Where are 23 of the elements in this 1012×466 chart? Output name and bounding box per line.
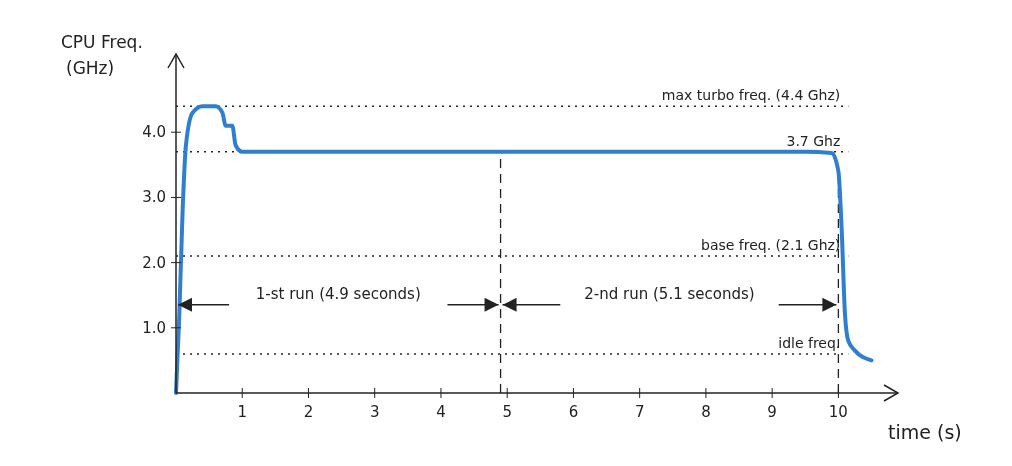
x-tick-label: 6 xyxy=(568,403,579,421)
ref-line-label: base freq. (2.1 Ghz) xyxy=(701,237,841,254)
y-tick-label: 3.0 xyxy=(142,188,166,207)
x-tick-label: 7 xyxy=(634,403,645,421)
x-axis-title: time (s) xyxy=(888,421,962,443)
y-tick-label: 1.0 xyxy=(142,318,166,337)
ref-line-label: 3.7 Ghz xyxy=(786,132,841,149)
ref-line-label: max turbo freq. (4.4 Ghz) xyxy=(661,87,841,104)
line-series xyxy=(174,104,874,395)
x-tick-label: 10 xyxy=(828,403,848,421)
y-tick-label: 4.0 xyxy=(142,123,166,142)
ref-line-label: idle freq. xyxy=(778,334,841,351)
x-tick-label: 8 xyxy=(701,403,711,421)
x-tick-label: 1 xyxy=(237,403,248,421)
x-tick-label: 4 xyxy=(436,403,446,421)
y-tick-label: 2.0 xyxy=(142,253,166,272)
x-tick-label: 3 xyxy=(369,403,380,421)
x-tick-label: 9 xyxy=(767,403,777,421)
annotation: 2-nd run (5.1 seconds) xyxy=(584,284,755,303)
x-tick-label: 2 xyxy=(303,403,314,421)
y-axis-title: CPU Freq. (GHz) xyxy=(61,32,143,78)
annotation: 1-st run (4.9 seconds) xyxy=(255,284,421,303)
x-tick-label: 5 xyxy=(502,403,512,421)
